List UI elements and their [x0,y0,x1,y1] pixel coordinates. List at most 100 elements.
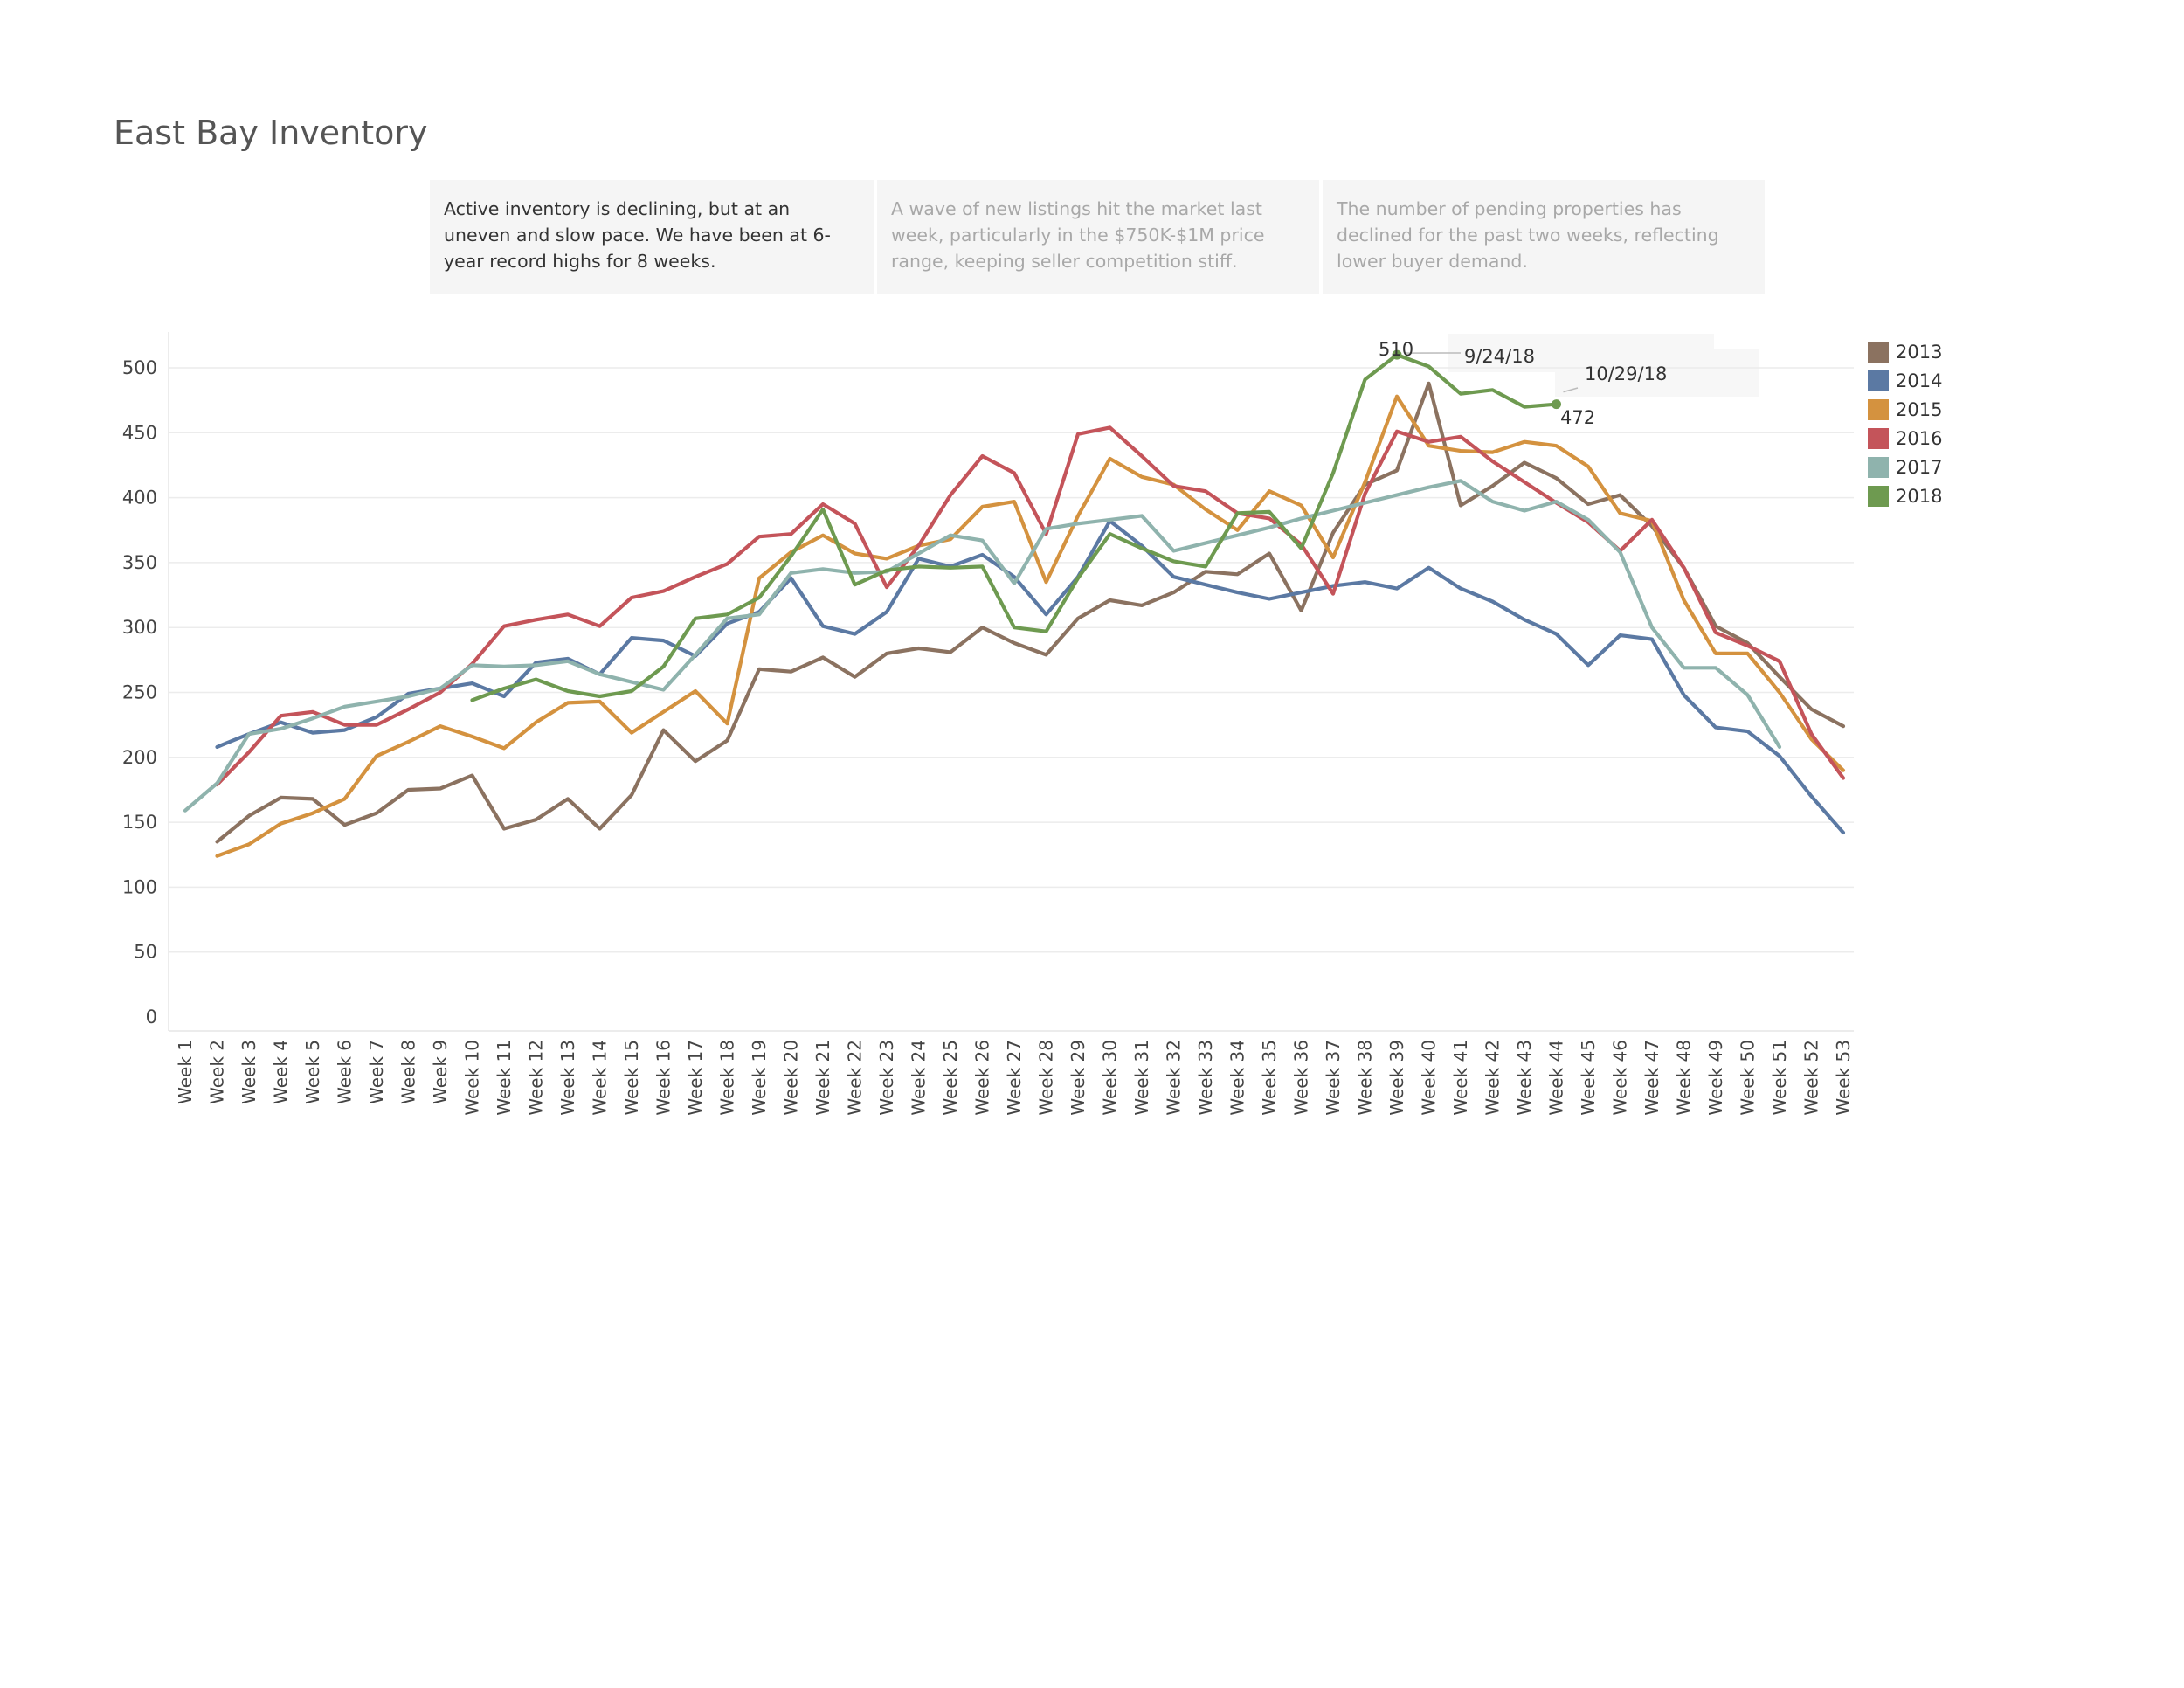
legend-swatch [1868,398,1889,420]
x-tick-label: Week 5 [302,1040,323,1104]
x-tick-label: Week 45 [1578,1040,1599,1116]
annotation-last-date: 10/29/18 [1585,363,1668,384]
x-tick-label: Week 28 [1036,1040,1057,1116]
x-tick-label: Week 27 [1004,1040,1025,1116]
note-new-listings: A wave of new listings hit the market la… [877,180,1319,294]
y-tick-label: 450 [122,422,157,443]
legend-label: 2015 [1896,398,1943,420]
series-line-2013 [215,381,1846,844]
legend-label: 2017 [1896,456,1943,478]
x-tick-label: Week 1 [175,1040,196,1104]
legend-item-2016: 2016 [1868,424,1942,453]
x-tick-label: Week 35 [1259,1040,1280,1116]
peak-point-marker [1392,349,1402,360]
x-tick-label: Week 15 [621,1040,642,1116]
x-tick-label: Week 3 [238,1040,259,1104]
note-pending-properties: The number of pending properties has dec… [1323,180,1765,294]
x-tick-label: Week 2 [207,1040,228,1104]
x-tick-label: Week 34 [1227,1040,1248,1116]
y-tick-label: 100 [122,876,157,897]
legend-swatch [1868,456,1889,478]
legend-label: 2013 [1896,341,1943,363]
x-tick-label: Week 44 [1546,1040,1567,1116]
x-tick-label: Week 29 [1068,1040,1089,1116]
series-line-2017 [183,479,1782,813]
x-tick-label: Week 51 [1769,1040,1790,1116]
x-tick-label: Week 7 [366,1040,387,1104]
x-tick-label: Week 20 [781,1040,802,1116]
x-tick-label: Week 10 [462,1040,483,1116]
x-tick-label: Week 17 [685,1040,706,1116]
x-tick-label: Week 16 [653,1040,674,1116]
y-tick-label: 250 [122,682,157,703]
y-tick-label: 350 [122,552,157,573]
legend-item-2017: 2017 [1868,453,1942,481]
y-tick-label: 150 [122,812,157,833]
series-line-2014 [215,519,1846,835]
x-tick-label: Week 18 [717,1040,738,1116]
y-tick-label: 200 [122,747,157,768]
x-tick-label: Week 9 [430,1040,451,1104]
y-tick-label: 50 [134,942,157,963]
legend-item-2013: 2013 [1868,337,1942,366]
x-tick-label: Week 4 [271,1040,292,1104]
y-tick-label: 300 [122,617,157,638]
legend-swatch [1868,427,1889,449]
callout-box-latest [1555,349,1759,397]
last-leader-line [1563,387,1579,393]
x-tick-label: Week 48 [1674,1040,1695,1116]
x-tick-label: Week 38 [1355,1040,1376,1116]
x-tick-label: Week 14 [590,1040,611,1116]
x-tick-label: Week 46 [1610,1040,1631,1116]
annotation-peak-value: 510 [1379,339,1414,360]
x-tick-label: Week 43 [1514,1040,1535,1116]
legend-item-2018: 2018 [1868,481,1942,510]
x-tick-label: Week 53 [1833,1040,1854,1116]
series-line-2018 [470,353,1559,702]
legend-label: 2018 [1896,485,1943,507]
x-tick-label: Week 26 [972,1040,993,1116]
x-tick-label: Week 33 [1195,1040,1216,1116]
note-active-inventory: Active inventory is declining, but at an… [430,180,874,294]
legend-swatch [1868,370,1889,391]
x-tick-label: Week 12 [526,1040,547,1116]
x-tick-label: Week 11 [494,1040,515,1116]
series-line-2015 [215,394,1846,858]
legend-swatch [1868,341,1889,363]
x-tick-label: Week 25 [940,1040,961,1116]
x-tick-label: Week 47 [1641,1040,1662,1116]
x-tick-label: Week 22 [845,1040,866,1116]
x-tick-label: Week 50 [1738,1040,1759,1116]
legend-swatch [1868,485,1889,507]
x-tick-label: Week 49 [1705,1040,1726,1116]
legend-label: 2016 [1896,427,1943,449]
x-tick-label: Week 52 [1801,1040,1822,1116]
y-tick-label: 500 [122,357,157,378]
x-tick-label: Week 8 [398,1040,419,1104]
x-tick-label: Week 40 [1419,1040,1440,1116]
x-tick-label: Week 32 [1164,1040,1185,1116]
x-tick-label: Week 6 [335,1040,356,1104]
page-title: East Bay Inventory [114,114,428,152]
last-point-marker [1552,399,1561,410]
annotation-last-value: 472 [1560,407,1596,428]
annotation-peak-date: 9/24/18 [1464,346,1535,367]
x-tick-label: Week 30 [1100,1040,1121,1116]
x-tick-label: Week 19 [749,1040,770,1116]
x-tick-label: Week 42 [1482,1040,1503,1116]
legend-item-2015: 2015 [1868,395,1942,424]
x-tick-label: Week 24 [909,1040,930,1116]
chart-legend: 2013 2014 2015 2016 2017 2018 [1868,337,1942,510]
x-tick-label: Week 23 [876,1040,897,1116]
x-tick-label: Week 36 [1291,1040,1312,1116]
x-tick-label: Week 13 [557,1040,578,1116]
legend-label: 2014 [1896,370,1943,391]
x-tick-label: Week 37 [1323,1040,1344,1116]
legend-item-2014: 2014 [1868,366,1942,395]
x-tick-label: Week 21 [812,1040,833,1116]
x-tick-label: Week 31 [1131,1040,1152,1116]
x-tick-label: Week 39 [1386,1040,1407,1116]
y-tick-label: 0 [146,1007,157,1027]
x-tick-label: Week 41 [1450,1040,1471,1116]
